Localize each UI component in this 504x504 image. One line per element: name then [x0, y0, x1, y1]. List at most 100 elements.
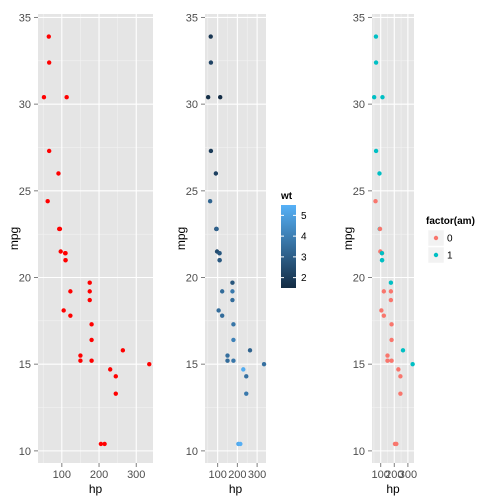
panel-1: 10 15 20 25 30 35 100 200 300 hp mpg — [7, 12, 153, 496]
y-axis-title: mpg — [341, 227, 355, 250]
data-point — [373, 60, 379, 65]
data-point — [207, 199, 213, 204]
data-point — [385, 358, 390, 363]
data-point — [373, 34, 379, 39]
data-point — [87, 297, 92, 303]
data-point — [244, 391, 249, 396]
data-point — [46, 60, 52, 65]
data-point — [61, 308, 66, 313]
data-point — [231, 322, 236, 327]
data-point — [46, 148, 52, 154]
data-point — [147, 361, 152, 367]
data-point — [113, 374, 118, 379]
data-point — [388, 297, 394, 303]
y-tick-label: 30 — [19, 99, 31, 111]
x-tick-label: 200 — [90, 469, 108, 481]
data-point — [205, 95, 211, 100]
data-point — [388, 289, 394, 294]
x-tick-label: 200 — [228, 469, 246, 481]
y-tick-label: 15 — [186, 359, 198, 371]
data-point — [102, 441, 107, 447]
data-point — [389, 358, 394, 363]
legend-label: 1 — [447, 251, 453, 262]
data-point — [230, 289, 235, 294]
data-point — [261, 361, 267, 367]
data-point — [57, 226, 63, 232]
data-point — [56, 171, 61, 176]
x-tick-label: 300 — [127, 469, 145, 481]
data-point — [68, 289, 73, 294]
legend-label: 5 — [301, 211, 307, 222]
y-tick-label: 35 — [353, 12, 365, 24]
data-point — [89, 322, 94, 327]
data-point — [381, 313, 387, 318]
x-tick-label: 200 — [385, 469, 403, 481]
panel-background — [372, 14, 414, 463]
y-tick-label: 15 — [353, 359, 365, 371]
data-point — [389, 322, 394, 327]
legend-label: 2 — [301, 273, 307, 284]
am-legend: factor(am) 0 1 — [426, 216, 475, 264]
data-point — [62, 251, 68, 256]
data-point — [89, 358, 94, 363]
y-tick-label: 10 — [186, 446, 198, 458]
data-point — [241, 367, 246, 372]
y-tick-label: 10 — [19, 446, 31, 458]
data-point — [120, 348, 126, 353]
legend-label: 0 — [447, 234, 453, 245]
data-point — [58, 249, 63, 254]
data-point — [78, 353, 83, 358]
data-point — [89, 337, 94, 343]
y-tick-label: 25 — [186, 186, 198, 198]
data-point — [400, 348, 406, 353]
data-point — [87, 289, 92, 294]
data-point — [377, 226, 383, 232]
data-point — [63, 257, 68, 263]
y-tick-label: 35 — [19, 12, 31, 24]
y-tick-label: 10 — [353, 446, 365, 458]
data-point — [385, 353, 390, 358]
y-tick-label: 25 — [19, 186, 31, 198]
data-point — [379, 308, 384, 313]
data-point — [217, 251, 222, 256]
y-tick-label: 15 — [19, 359, 31, 371]
y-tick-label: 20 — [353, 273, 365, 285]
data-point — [98, 441, 104, 447]
data-point — [64, 95, 69, 100]
data-point — [225, 358, 230, 363]
data-point — [45, 199, 50, 204]
data-point — [373, 199, 378, 204]
data-point — [398, 391, 403, 396]
data-point — [377, 171, 382, 176]
data-point — [108, 367, 113, 372]
x-axis-title: hp — [386, 482, 400, 496]
data-point — [394, 441, 399, 447]
y-axis-title: mpg — [7, 227, 21, 250]
data-point — [219, 289, 225, 294]
legend-key-point — [433, 235, 439, 241]
data-point — [113, 391, 118, 396]
color-bar — [281, 205, 296, 288]
data-point — [225, 353, 230, 358]
data-point — [217, 257, 222, 263]
data-point — [230, 280, 235, 285]
panel-2: 10 15 20 25 30 35 100 200 300 hp mpg — [174, 12, 266, 496]
data-point — [87, 280, 92, 285]
x-tick-label: 100 — [53, 469, 71, 481]
legend-label: 3 — [301, 252, 307, 263]
data-point — [371, 95, 377, 100]
y-axis-title: mpg — [174, 227, 188, 250]
data-point — [208, 60, 214, 65]
data-point — [231, 337, 236, 343]
data-point — [244, 374, 249, 379]
data-point — [388, 280, 394, 285]
data-point — [208, 148, 214, 154]
data-point — [380, 95, 385, 100]
y-tick-label: 35 — [186, 12, 198, 24]
x-tick-label: 100 — [372, 469, 390, 481]
legend-title: wt — [280, 191, 293, 202]
y-tick-label: 20 — [186, 273, 198, 285]
data-point — [410, 361, 415, 367]
